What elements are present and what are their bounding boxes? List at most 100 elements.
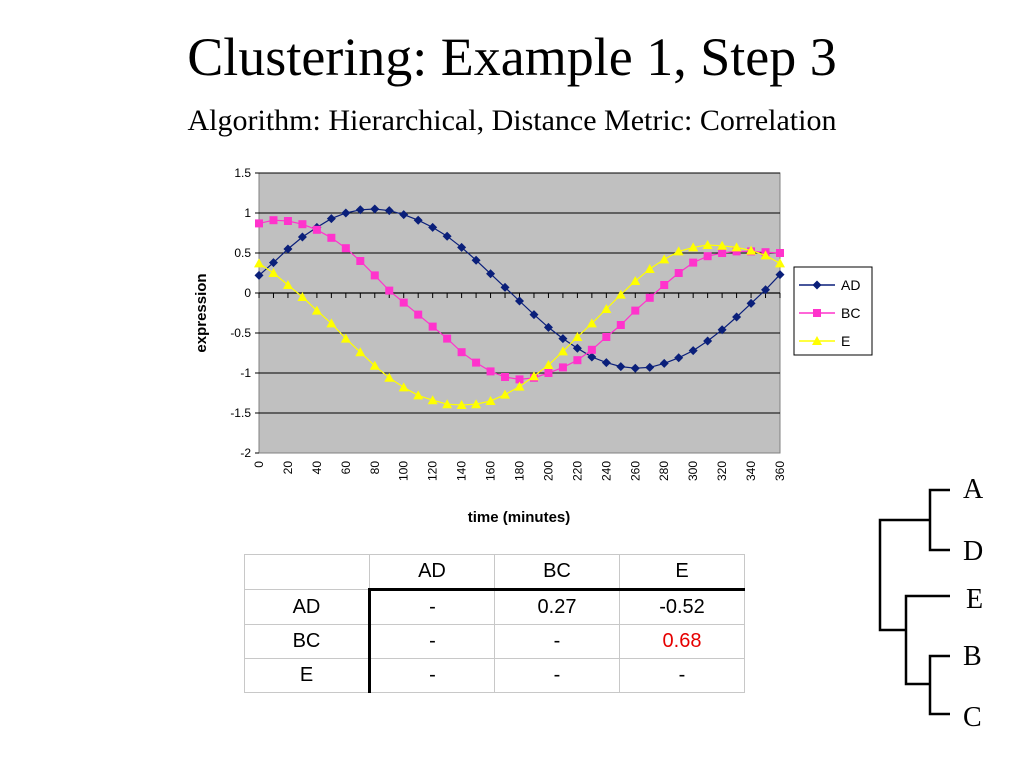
data-point-e	[630, 276, 641, 285]
x-tick-label: 80	[368, 461, 382, 475]
matrix-row: BC - - 0.68	[244, 624, 745, 659]
series-e	[254, 240, 785, 409]
data-point-e	[268, 268, 279, 277]
data-point-bc	[515, 375, 524, 384]
legend-marker-ad	[812, 280, 822, 290]
dendro-branch-root	[878, 518, 930, 632]
slide-title: Clustering: Example 1, Step 3	[187, 27, 837, 87]
data-point-ad	[558, 334, 568, 344]
y-tick-label: -1	[240, 366, 251, 380]
data-point-ad	[515, 296, 524, 306]
data-point-ad	[630, 363, 640, 373]
legend-marker-e	[812, 336, 822, 345]
data-point-e	[471, 399, 482, 409]
data-point-ad	[688, 346, 698, 356]
data-point-ad	[761, 285, 771, 295]
data-point-bc	[689, 258, 698, 267]
data-point-ad	[283, 244, 293, 254]
data-point-ad	[601, 358, 611, 368]
x-tick-label: 260	[628, 461, 642, 481]
dendro-leaf-c: C	[963, 702, 982, 733]
data-point-ad	[486, 269, 496, 279]
data-point-bc	[428, 322, 437, 331]
data-point-e	[427, 395, 438, 405]
data-point-e	[615, 289, 626, 299]
data-point-ad	[645, 362, 655, 372]
data-point-e	[659, 254, 670, 264]
data-point-bc	[255, 219, 263, 228]
data-point-bc	[443, 334, 452, 343]
y-axis-label: expression	[193, 273, 210, 352]
data-point-e	[282, 280, 293, 289]
data-point-ad	[674, 353, 684, 363]
x-axis-label: time (minutes)	[468, 509, 571, 526]
data-point-bc	[776, 249, 784, 257]
matrix-corner-cell	[244, 554, 370, 590]
x-tick-label: 300	[686, 461, 700, 481]
data-point-bc	[573, 356, 582, 365]
data-point-e	[326, 318, 337, 328]
data-point-bc	[501, 373, 510, 381]
data-point-e	[557, 346, 568, 356]
data-point-ad	[341, 208, 351, 218]
data-point-ad	[370, 204, 380, 214]
matrix-row-header: AD	[244, 589, 371, 625]
data-point-ad	[746, 298, 756, 308]
dendro-leaf-e: E	[966, 584, 983, 615]
legend-label-e: E	[841, 333, 850, 349]
data-point-bc	[674, 269, 683, 277]
data-point-ad	[659, 358, 669, 368]
data-point-ad	[471, 255, 481, 265]
matrix-cell: -	[494, 624, 620, 659]
y-axis-ticks: 1.5 1 0.5 0 -0.5 -1 -1.5 -2	[230, 166, 259, 460]
data-point-ad	[355, 205, 365, 215]
matrix-cell: -	[369, 589, 495, 625]
data-point-ad	[413, 215, 423, 225]
data-point-e	[601, 304, 612, 313]
dendro-leaf-a: A	[963, 474, 984, 505]
data-point-e	[586, 318, 597, 328]
data-point-bc	[283, 217, 292, 225]
data-point-ad	[297, 232, 307, 242]
y-tick-label: 0	[244, 286, 251, 300]
y-tick-label: 0.5	[234, 246, 251, 260]
data-point-bc	[327, 233, 336, 242]
dendrogram: A D E B C	[878, 474, 984, 733]
data-point-e	[746, 245, 757, 255]
legend-label-bc: BC	[841, 305, 860, 321]
data-point-e	[500, 389, 511, 399]
x-tick-label: 280	[657, 461, 671, 481]
data-point-e	[340, 333, 351, 343]
matrix-row: E - - -	[244, 658, 745, 693]
data-point-bc	[472, 358, 481, 367]
data-point-e	[702, 240, 713, 249]
data-point-e	[355, 347, 366, 357]
matrix-cell: 0.27	[494, 589, 620, 625]
data-point-e	[760, 250, 771, 260]
x-tick-label: 160	[484, 461, 498, 481]
x-tick-label: 40	[310, 461, 324, 475]
data-point-e	[528, 371, 539, 381]
data-point-bc	[602, 333, 611, 341]
data-point-e	[456, 400, 467, 409]
series-ad	[254, 204, 785, 373]
data-point-bc	[370, 271, 379, 280]
data-point-e	[731, 242, 742, 252]
data-point-bc	[341, 244, 350, 253]
x-tick-label: 0	[252, 461, 266, 468]
data-point-e	[485, 396, 496, 405]
x-tick-label: 180	[513, 461, 527, 481]
data-point-ad	[500, 282, 510, 292]
data-point-bc	[645, 293, 654, 302]
x-tick-label: 320	[715, 461, 729, 481]
data-point-bc	[544, 369, 553, 377]
legend-marker-bc	[813, 309, 821, 317]
y-tick-label: -2	[240, 446, 251, 460]
data-point-e	[717, 240, 728, 250]
dendro-branch-ad	[928, 488, 950, 552]
data-point-ad	[428, 222, 438, 232]
data-point-e	[398, 382, 409, 392]
matrix-row: AD - 0.27 -0.52	[244, 589, 745, 625]
data-point-ad	[717, 325, 727, 335]
data-point-ad	[529, 310, 539, 320]
